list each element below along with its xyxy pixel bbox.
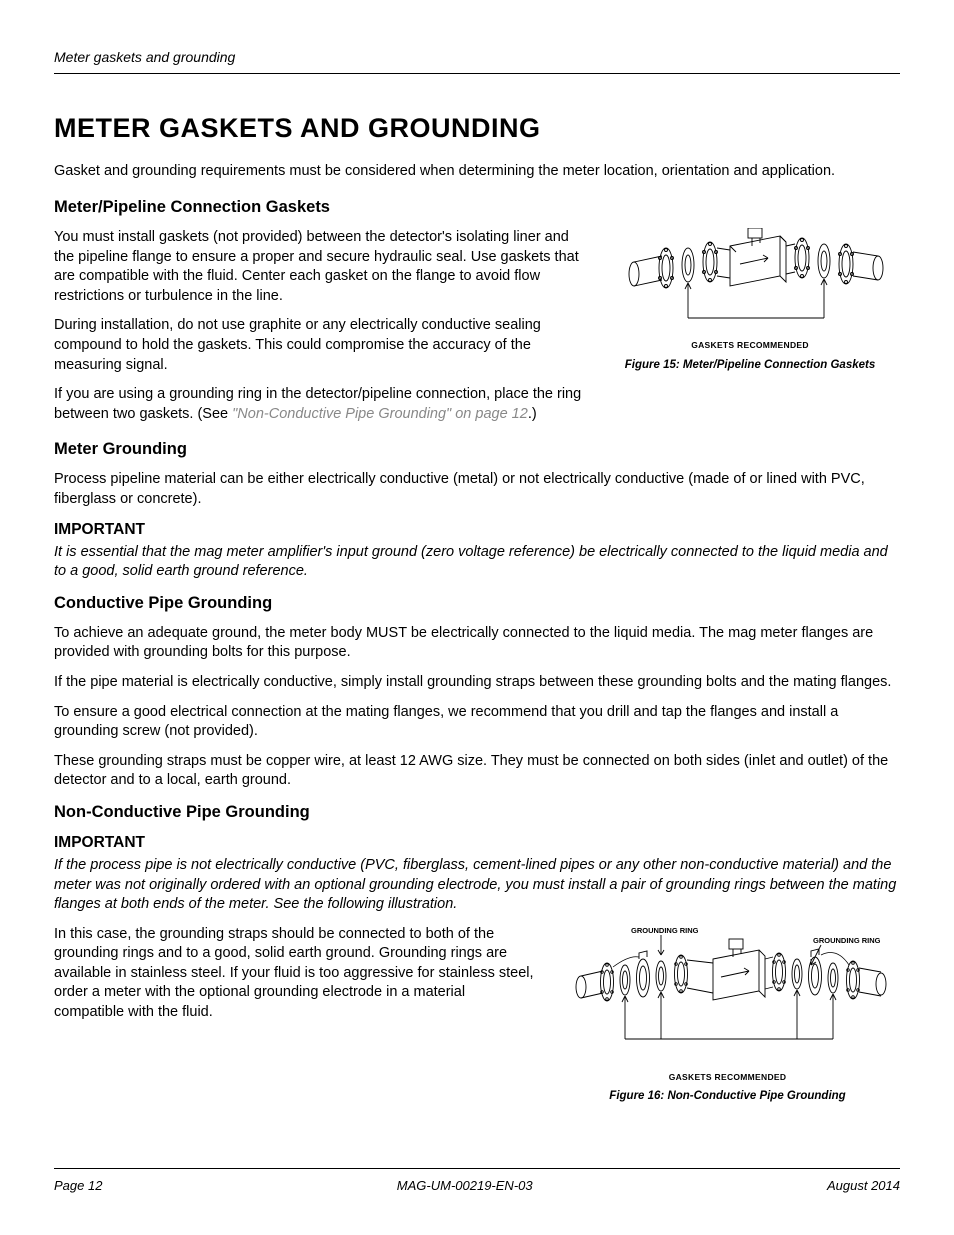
fig15-caption: Figure 15: Meter/Pipeline Connection Gas… bbox=[600, 358, 900, 374]
grounding-p1: Process pipeline material can be either … bbox=[54, 470, 900, 509]
fig16-caption: Figure 16: Non-Conductive Pipe Grounding bbox=[555, 1089, 900, 1105]
section-gaskets-heading: Meter/Pipeline Connection Gaskets bbox=[54, 196, 900, 218]
important-1-text: It is essential that the mag meter ampli… bbox=[54, 543, 900, 582]
figure-15: GASKETS RECOMMENDED Figure 15: Meter/Pip… bbox=[600, 228, 900, 373]
section-conductive-heading: Conductive Pipe Grounding bbox=[54, 592, 900, 614]
conductive-p4: These grounding straps must be copper wi… bbox=[54, 752, 900, 791]
page-title: METER GASKETS AND GROUNDING bbox=[54, 110, 900, 146]
conductive-p1: To achieve an adequate ground, the meter… bbox=[54, 624, 900, 663]
fig15-label: GASKETS RECOMMENDED bbox=[600, 340, 900, 351]
gaskets-text-column: You must install gaskets (not provided) … bbox=[54, 228, 582, 434]
conductive-p3: To ensure a good electrical connection a… bbox=[54, 703, 900, 742]
section-grounding-heading: Meter Grounding bbox=[54, 438, 900, 460]
grounding-ring-diagram: GROUNDING RING GROUNDING RING bbox=[563, 925, 893, 1070]
page-footer: Page 12 MAG-UM-00219-EN-03 August 2014 bbox=[54, 1168, 900, 1195]
intro-text: Gasket and grounding requirements must b… bbox=[54, 162, 900, 182]
footer-docid: MAG-UM-00219-EN-03 bbox=[397, 1177, 533, 1195]
svg-text:GROUNDING RING: GROUNDING RING bbox=[813, 936, 881, 945]
fig16-label-bottom: GASKETS RECOMMENDED bbox=[555, 1072, 900, 1083]
conductive-p2: If the pipe material is electrically con… bbox=[54, 673, 900, 693]
svg-text:GROUNDING RING: GROUNDING RING bbox=[631, 926, 699, 935]
running-header: Meter gaskets and grounding bbox=[54, 48, 900, 74]
important-1-heading: IMPORTANT bbox=[54, 520, 900, 541]
gaskets-p3b: .) bbox=[528, 406, 537, 422]
nonconductive-p1: In this case, the grounding straps shoul… bbox=[54, 925, 537, 1023]
crossref-link[interactable]: "Non-Conductive Pipe Grounding" on page … bbox=[232, 406, 528, 422]
gaskets-p1: You must install gaskets (not provided) … bbox=[54, 228, 582, 306]
important-2-text: If the process pipe is not electrically … bbox=[54, 856, 900, 915]
section-nonconductive-heading: Non-Conductive Pipe Grounding bbox=[54, 801, 900, 823]
footer-page: Page 12 bbox=[54, 1177, 102, 1195]
footer-date: August 2014 bbox=[827, 1177, 900, 1195]
pipe-gaskets-diagram bbox=[610, 228, 890, 338]
nonconductive-text-column: In this case, the grounding straps shoul… bbox=[54, 925, 537, 1033]
gaskets-p3: If you are using a grounding ring in the… bbox=[54, 385, 582, 424]
important-2-heading: IMPORTANT bbox=[54, 833, 900, 854]
gaskets-p2: During installation, do not use graphite… bbox=[54, 316, 582, 375]
figure-16: GROUNDING RING GROUNDING RING bbox=[555, 925, 900, 1105]
